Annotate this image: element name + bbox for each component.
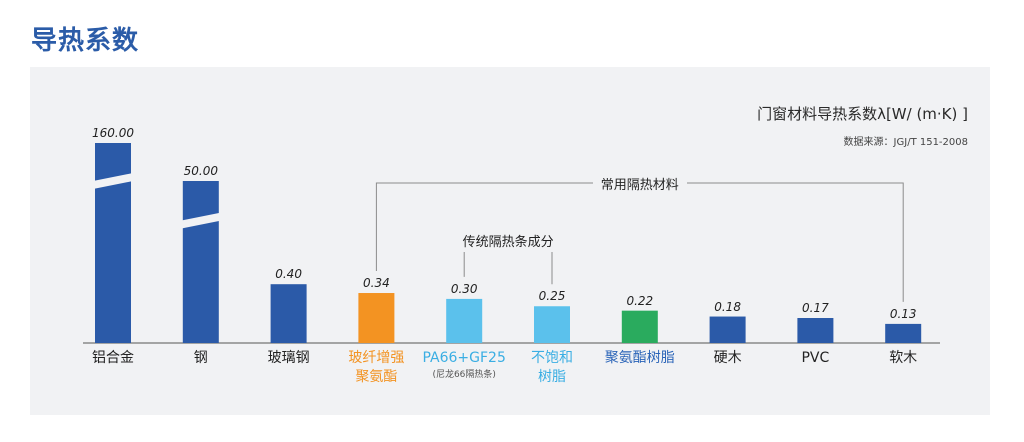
value-label: 0.34: [363, 276, 390, 291]
axis-break-mark: [180, 212, 221, 229]
bar: [358, 293, 395, 343]
category-label: 玻璃钢: [267, 350, 310, 366]
category-note: (尼龙66隔热条): [432, 370, 496, 380]
group-label: 传统隔热条成分: [454, 229, 562, 252]
category-label: PA66+GF25 (尼龙66隔热条): [409, 349, 519, 382]
category-label: 聚氨酯树脂: [604, 350, 675, 366]
category-label: 软木: [889, 350, 918, 366]
bar: [621, 310, 658, 343]
value-label: 160.00: [92, 126, 134, 140]
axis-break-mark: [93, 173, 133, 189]
category-label: 玻纤增强 聚氨酯: [348, 350, 405, 385]
value-label: 0.17: [802, 301, 829, 315]
bar: [709, 316, 746, 343]
bar: [446, 298, 483, 343]
group-label: 常用隔热材料: [592, 172, 687, 195]
bar: [797, 318, 834, 343]
category-label: 铝合金: [92, 350, 134, 366]
page-title: 导热系数: [31, 26, 140, 56]
value-label: 0.25: [538, 289, 566, 304]
value-label: 0.22: [626, 293, 654, 308]
bar: [182, 181, 219, 343]
chart-title: 门窗材料导热系数λ[W/ (m·K) ]: [757, 105, 968, 123]
value-label: 0.13: [889, 306, 917, 321]
value-label: 0.18: [714, 299, 741, 314]
bar: [95, 143, 131, 343]
bar: [270, 284, 307, 343]
category-label: 不饱和 树脂: [531, 350, 573, 385]
chart-source: 数据来源：JGJ/T 151-2008: [843, 137, 968, 148]
value-label: 0.30: [450, 281, 478, 296]
category-label: 硬木: [713, 350, 742, 366]
bar: [885, 323, 922, 343]
bar: [534, 306, 570, 343]
value-label: 50.00: [183, 164, 218, 178]
value-label: 0.40: [275, 267, 302, 282]
category-label: PVC: [801, 350, 830, 366]
category-label: 钢: [193, 350, 208, 366]
